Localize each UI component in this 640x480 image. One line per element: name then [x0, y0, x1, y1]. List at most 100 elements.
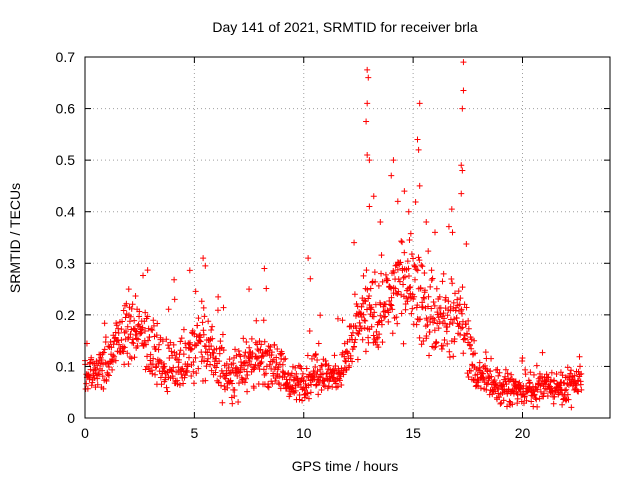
- data-point: [504, 370, 511, 377]
- data-point: [420, 338, 427, 345]
- data-point: [282, 355, 289, 362]
- data-point: [439, 278, 446, 285]
- data-point: [168, 348, 175, 355]
- data-point: [214, 307, 221, 314]
- data-point: [538, 373, 545, 380]
- data-point: [564, 391, 571, 398]
- x-tick-label: 0: [81, 425, 89, 441]
- data-point: [427, 283, 434, 290]
- data-point: [418, 341, 425, 348]
- data-point: [400, 340, 407, 347]
- data-point: [358, 325, 365, 332]
- data-point: [304, 390, 311, 397]
- data-point: [370, 193, 377, 200]
- data-point: [382, 271, 389, 278]
- data-point: [364, 66, 371, 73]
- data-point: [129, 336, 136, 343]
- data-point: [186, 267, 193, 274]
- data-point: [399, 239, 406, 246]
- data-point: [116, 341, 123, 348]
- data-point: [366, 203, 373, 210]
- data-point: [411, 293, 418, 300]
- data-point: [307, 275, 314, 282]
- data-point: [446, 321, 453, 328]
- data-point: [150, 322, 157, 329]
- data-point: [304, 352, 311, 359]
- data-point: [177, 347, 184, 354]
- data-point: [342, 357, 349, 364]
- data-point: [229, 380, 236, 387]
- data-point: [424, 303, 431, 310]
- data-point: [559, 401, 566, 408]
- data-point: [426, 352, 433, 359]
- data-point: [466, 342, 473, 349]
- data-point: [190, 368, 197, 375]
- data-point: [428, 267, 435, 274]
- data-point: [528, 398, 535, 405]
- data-point: [401, 273, 408, 280]
- data-point: [365, 74, 372, 81]
- data-point: [412, 199, 419, 206]
- data-point: [277, 385, 284, 392]
- data-point: [351, 339, 358, 346]
- data-point: [332, 362, 339, 369]
- data-point: [476, 364, 483, 371]
- data-point: [242, 375, 249, 382]
- data-point: [325, 383, 332, 390]
- data-point: [465, 325, 472, 332]
- data-point: [430, 299, 437, 306]
- data-point: [394, 320, 401, 327]
- data-point: [253, 317, 260, 324]
- data-point: [107, 338, 114, 345]
- data-point: [357, 310, 364, 317]
- data-point: [351, 239, 358, 246]
- data-point: [400, 274, 407, 281]
- data-point: [197, 338, 204, 345]
- data-point: [444, 312, 451, 319]
- data-point: [571, 372, 578, 379]
- data-point: [344, 349, 351, 356]
- data-point: [414, 302, 421, 309]
- data-point: [170, 364, 177, 371]
- data-point: [129, 339, 136, 346]
- data-point: [551, 378, 558, 385]
- data-point: [361, 325, 368, 332]
- data-point: [299, 397, 306, 404]
- data-point: [196, 332, 203, 339]
- data-point: [517, 388, 524, 395]
- data-point: [198, 298, 205, 305]
- data-point: [165, 306, 172, 313]
- data-point: [460, 59, 467, 66]
- data-point: [230, 360, 237, 367]
- data-point: [464, 331, 471, 338]
- data-point: [200, 331, 207, 338]
- data-point: [215, 293, 222, 300]
- data-point: [142, 309, 149, 316]
- data-point: [203, 363, 210, 370]
- data-point: [449, 280, 456, 287]
- data-point: [187, 339, 194, 346]
- data-point: [127, 313, 134, 320]
- data-point: [576, 363, 583, 370]
- data-point: [548, 369, 555, 376]
- data-point: [336, 377, 343, 384]
- data-point: [100, 349, 107, 356]
- data-point: [219, 399, 226, 406]
- data-point: [414, 136, 421, 143]
- data-point: [377, 312, 384, 319]
- data-point: [220, 304, 227, 311]
- data-point: [226, 356, 233, 363]
- data-point: [445, 298, 452, 305]
- data-point: [379, 278, 386, 285]
- data-point: [88, 382, 95, 389]
- data-point: [168, 367, 175, 374]
- data-point: [150, 317, 157, 324]
- data-point: [368, 323, 375, 330]
- data-point: [431, 316, 438, 323]
- data-point: [431, 344, 438, 351]
- data-point: [491, 381, 498, 388]
- data-point: [215, 379, 222, 386]
- data-point: [83, 380, 90, 387]
- data-point: [433, 339, 440, 346]
- data-point: [314, 357, 321, 364]
